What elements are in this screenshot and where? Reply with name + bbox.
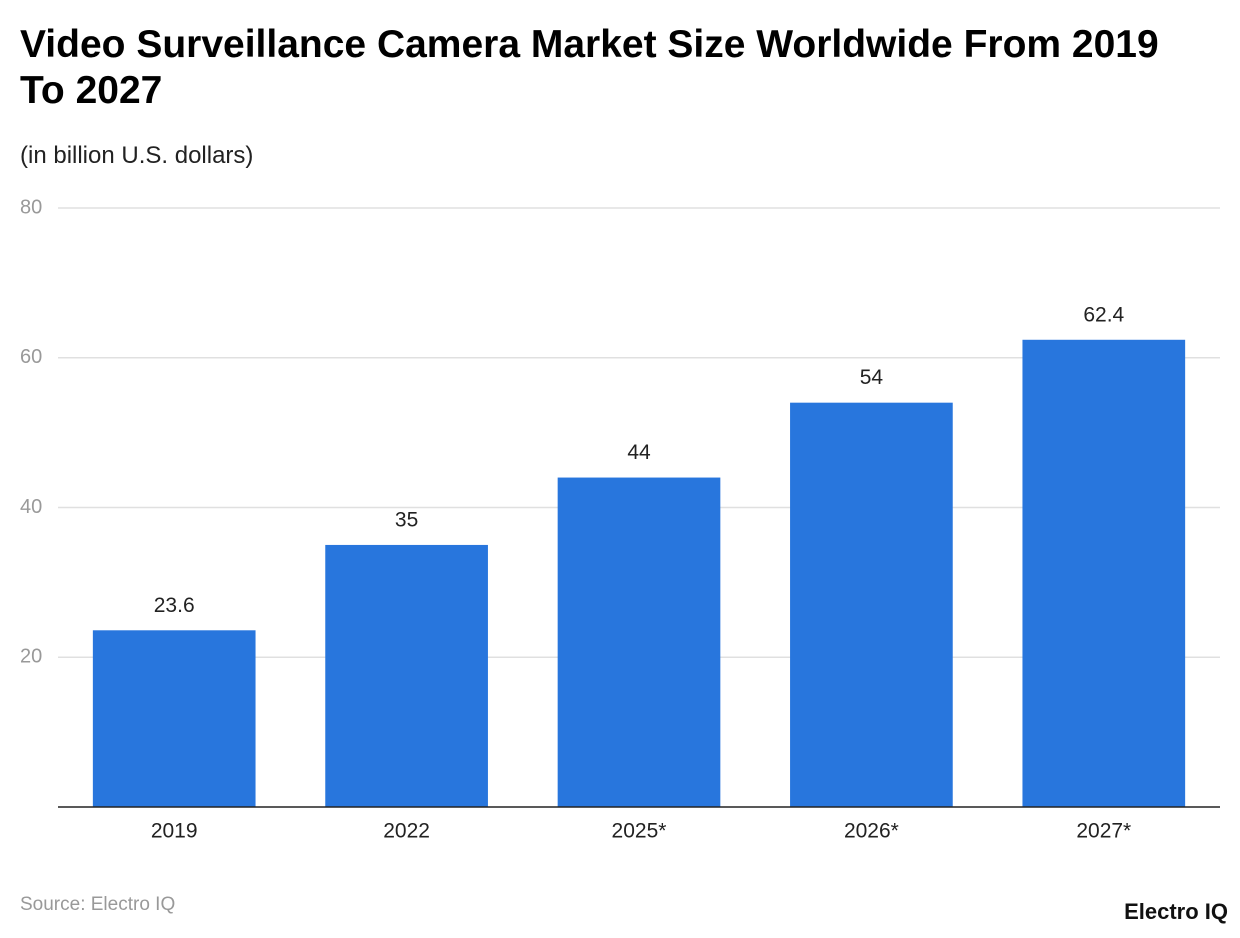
value-label: 62.4: [1083, 303, 1124, 326]
x-tick-label: 2026*: [844, 820, 899, 843]
bar: [557, 477, 721, 807]
source: Source: Electro IQ: [20, 894, 175, 915]
chart-title: Video Surveillance Camera Market Size Wo…: [20, 23, 1159, 112]
y-tick-label: 40: [20, 496, 42, 518]
logo: Electro IQ: [1124, 899, 1228, 924]
value-label: 23.6: [154, 594, 195, 617]
x-tick-label: 2025*: [612, 820, 667, 843]
x-tick-label: 2019: [151, 820, 198, 843]
value-label: 35: [395, 508, 418, 531]
bar: [325, 544, 488, 807]
bar: [790, 402, 953, 807]
bar: [92, 630, 256, 807]
chart-subtitle: (in billion U.S. dollars): [20, 142, 254, 169]
y-tick-label: 60: [20, 346, 42, 368]
y-tick-label: 20: [20, 646, 42, 668]
x-tick-label: 2027*: [1076, 820, 1131, 843]
bar: [1022, 339, 1186, 807]
value-label: 54: [860, 366, 884, 389]
value-label: 44: [627, 441, 651, 464]
y-tick-label: 80: [20, 196, 42, 218]
x-tick-label: 2022: [383, 820, 430, 843]
